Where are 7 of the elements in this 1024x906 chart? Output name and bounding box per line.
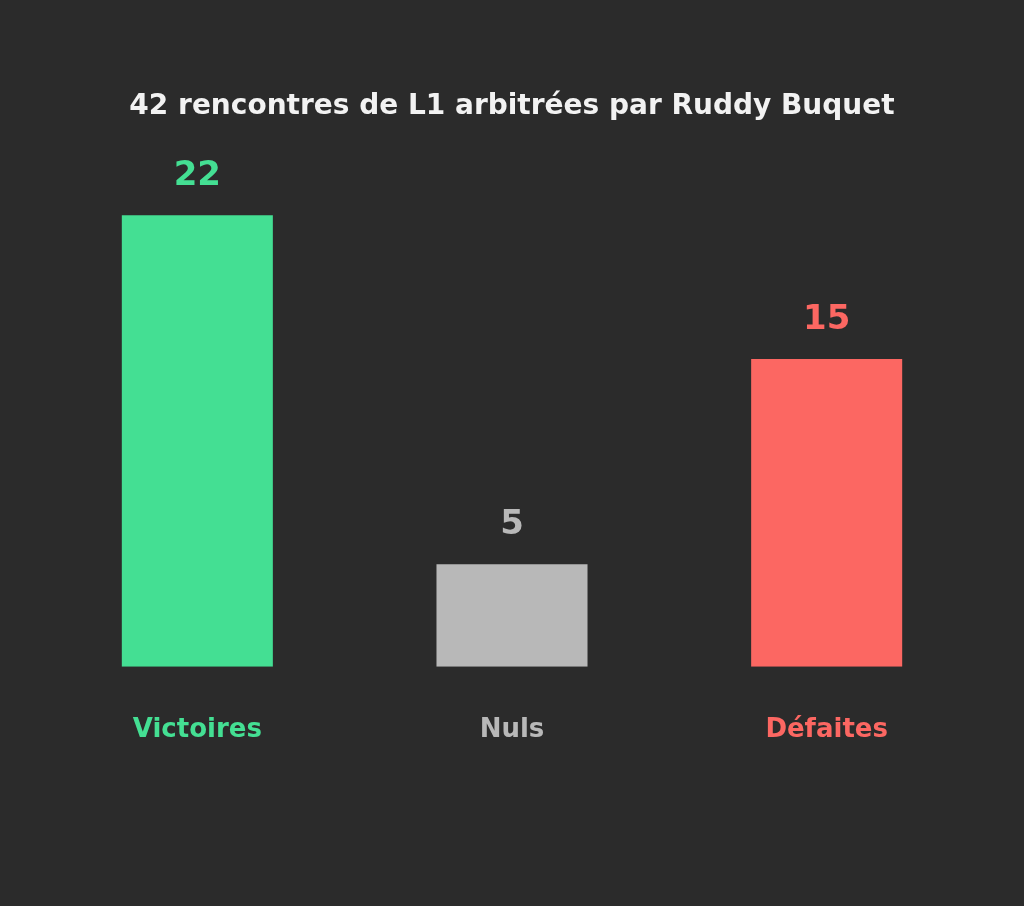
data-label: 15 bbox=[803, 296, 851, 337]
x-tick-label: Nuls bbox=[479, 713, 545, 744]
data-label: 22 bbox=[173, 153, 221, 194]
x-tick-label: Victoires bbox=[132, 713, 262, 744]
x-tick-label: Défaites bbox=[765, 713, 888, 744]
chart-title: 42 rencontres de L1 arbitrées par Ruddy Buquet bbox=[129, 88, 895, 122]
data-label: 5 bbox=[500, 501, 524, 542]
